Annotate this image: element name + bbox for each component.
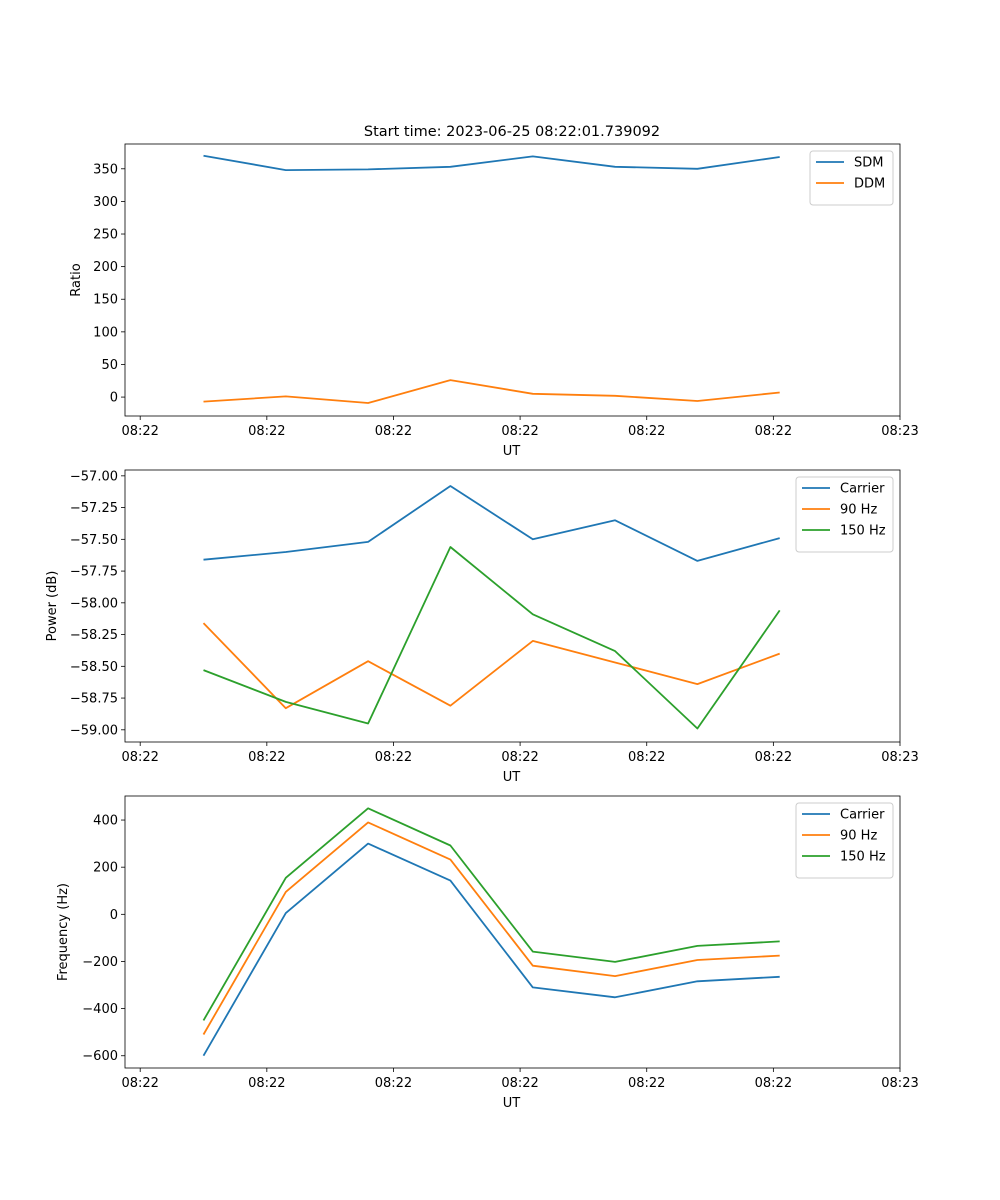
- plot-frame: [124, 143, 901, 417]
- legend: Carrier 90 Hz 150 Hz: [795, 802, 894, 879]
- y-tick-label: 400: [93, 814, 118, 829]
- figure-title: Start time: 2023-06-25 08:22:01.739092: [364, 124, 660, 140]
- legend-label: 150 Hz: [840, 850, 886, 865]
- chart-panel-3: 08:22 08:22 08:22 08:22 08:22 08:22 08:23 UT −60…: [56, 795, 919, 1111]
- series-line-carrier: [202, 842, 780, 1057]
- legend-label: 150 Hz: [840, 524, 886, 539]
- y-axis-label: Frequency (Hz): [56, 883, 71, 981]
- y-tick-label: −58.75: [70, 692, 118, 707]
- legend-label: SDM: [854, 156, 883, 171]
- series-line-sdm: [203, 154, 780, 172]
- series-line-90-hz: [202, 821, 780, 1035]
- y-tick-label: −57.00: [70, 469, 118, 484]
- y-tick-label: 0: [110, 391, 118, 406]
- plot-frame: [124, 795, 901, 1069]
- series-line-90-hz: [202, 622, 781, 710]
- series-line-150-hz: [202, 807, 780, 1021]
- y-tick-label: 350: [93, 162, 118, 177]
- legend-box: [809, 150, 894, 206]
- x-axis-label: UT: [503, 1096, 521, 1111]
- x-tick-label: 08:22: [501, 1076, 538, 1091]
- y-tick-label: 150: [93, 293, 118, 308]
- y-tick-label: 200: [93, 260, 118, 275]
- y-tick-label: 50: [101, 358, 118, 373]
- x-tick-label: 08:22: [121, 750, 158, 765]
- x-tick-label: 08:22: [375, 750, 412, 765]
- legend: SDM DDM: [809, 150, 894, 206]
- y-tick-label: 250: [93, 228, 118, 243]
- x-tick-label: 08:22: [248, 750, 285, 765]
- y-tick-label: 0: [110, 908, 118, 923]
- y-tick-label: −600: [82, 1049, 118, 1064]
- x-tick-label: 08:22: [248, 1076, 285, 1091]
- x-tick-label: 08:23: [881, 424, 918, 439]
- y-tick-label: −57.50: [70, 533, 118, 548]
- y-tick-label: −58.00: [70, 596, 118, 611]
- y-tick-label: −57.25: [70, 501, 118, 516]
- series-line-ddm: [203, 379, 780, 404]
- x-tick-label: 08:22: [375, 1076, 412, 1091]
- x-tick-label: 08:23: [881, 1076, 918, 1091]
- legend-label: Carrier: [840, 808, 885, 823]
- y-axis-label: Ratio: [69, 263, 84, 296]
- x-tick-label: 08:22: [501, 750, 538, 765]
- y-tick-label: −58.50: [70, 660, 118, 675]
- legend: Carrier 90 Hz 150 Hz: [795, 476, 894, 553]
- y-tick-label: −200: [82, 955, 118, 970]
- x-axis-label: UT: [503, 444, 521, 459]
- x-axis-label: UT: [503, 770, 521, 785]
- x-tick-label: 08:22: [375, 424, 412, 439]
- y-tick-label: −58.25: [70, 628, 118, 643]
- x-tick-label: 08:22: [755, 1076, 792, 1091]
- x-tick-label: 08:22: [755, 750, 792, 765]
- legend-box: [795, 476, 894, 553]
- x-tick-label: 08:23: [881, 750, 918, 765]
- chart-panel-2: 08:22 08:22 08:22 08:22 08:22 08:22 08:23 UT −59…: [45, 469, 919, 785]
- x-tick-label: 08:22: [121, 424, 158, 439]
- x-tick-label: 08:22: [755, 424, 792, 439]
- y-tick-label: 200: [93, 861, 118, 876]
- y-tick-label: 300: [93, 195, 118, 210]
- x-tick-label: 08:22: [628, 750, 665, 765]
- series-line-150-hz: [203, 546, 781, 730]
- y-axis-label: Power (dB): [45, 571, 60, 642]
- y-tick-label: −59.00: [70, 723, 118, 738]
- x-tick-label: 08:22: [248, 424, 285, 439]
- plot-frame: [124, 469, 901, 743]
- chart-panel-1: 08:22 08:22 08:22 08:22 08:22 08:22 08:23 UT 0 50…: [69, 143, 919, 459]
- legend-label: DDM: [854, 177, 885, 192]
- y-tick-label: −57.75: [70, 565, 118, 580]
- charts-container: 08:22 08:22 08:22 08:22 08:22 08:22 08:23 UT 0 50…: [45, 143, 919, 1111]
- y-tick-label: 100: [93, 325, 118, 340]
- x-tick-label: 08:22: [501, 424, 538, 439]
- legend-label: Carrier: [840, 482, 885, 497]
- y-tick-label: −400: [82, 1002, 118, 1017]
- legend-label: 90 Hz: [840, 503, 877, 518]
- legend-label: 90 Hz: [840, 829, 877, 844]
- series-line-carrier: [203, 485, 780, 562]
- x-tick-label: 08:22: [628, 424, 665, 439]
- legend-box: [795, 802, 894, 879]
- x-tick-label: 08:22: [628, 1076, 665, 1091]
- x-tick-label: 08:22: [121, 1076, 158, 1091]
